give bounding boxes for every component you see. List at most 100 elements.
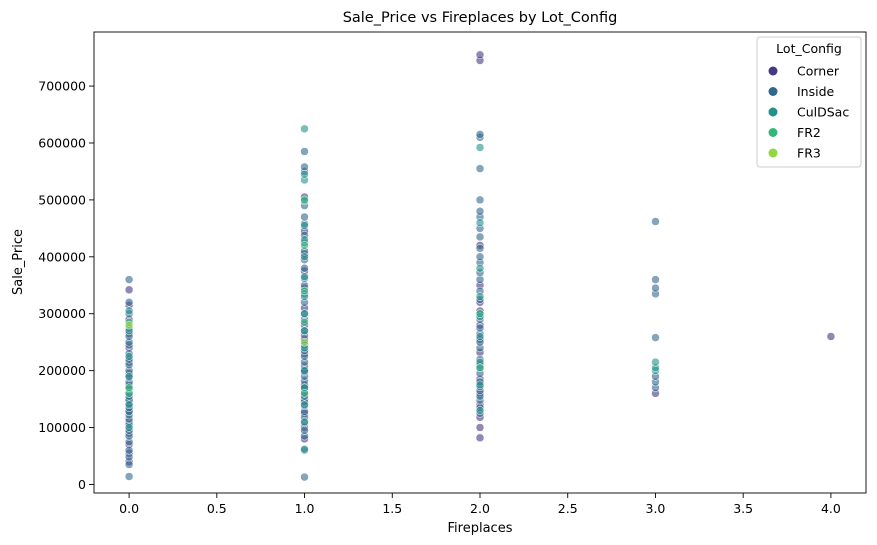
data-point: [300, 147, 309, 156]
data-point: [300, 366, 309, 375]
x-tick-label: 3.5: [733, 501, 753, 516]
data-point: [300, 337, 309, 347]
y-tick-label: 100000: [38, 420, 86, 435]
data-point: [300, 318, 309, 327]
data-point: [300, 444, 309, 454]
legend-marker: [768, 128, 778, 137]
x-tick-label: 3.0: [646, 501, 666, 516]
data-point: [475, 332, 485, 341]
data-point: [475, 50, 485, 60]
data-point: [475, 143, 485, 152]
data-point: [300, 472, 309, 482]
data-point: [300, 162, 309, 172]
data-point: [475, 244, 485, 253]
series-culdsac: [124, 124, 660, 454]
data-point: [124, 383, 134, 392]
y-tick-label: 200000: [38, 363, 86, 378]
data-point: [300, 212, 309, 222]
data-point: [300, 241, 309, 250]
data-point: [124, 372, 134, 381]
legend-marker: [768, 66, 778, 76]
y-tick-label: 0: [78, 477, 86, 492]
legend-label: Inside: [797, 84, 835, 99]
data-point: [300, 272, 309, 281]
data-point: [475, 252, 485, 262]
data-point: [475, 164, 485, 173]
legend-marker: [768, 87, 778, 96]
x-tick-label: 1.5: [382, 501, 402, 516]
data-point: [475, 232, 485, 242]
data-point: [475, 423, 485, 432]
data-point: [124, 472, 134, 481]
data-point: [300, 221, 309, 230]
legend-marker: [768, 148, 778, 158]
data-point: [475, 433, 485, 443]
x-tick-label: 0.5: [207, 501, 227, 516]
y-tick-label: 500000: [38, 192, 86, 207]
y-tick-label: 700000: [38, 79, 86, 94]
data-point: [475, 380, 485, 390]
data-point: [300, 195, 309, 205]
data-point: [300, 400, 309, 410]
data-point: [651, 357, 660, 367]
x-tick-label: 4.0: [821, 501, 841, 516]
data-point: [475, 292, 485, 301]
data-point: [475, 406, 485, 415]
data-point: [124, 275, 134, 284]
x-tick-label: 0.0: [119, 501, 139, 516]
data-point: [124, 306, 134, 316]
data-point: [651, 283, 660, 293]
legend-box: [756, 36, 862, 168]
x-tick-label: 2.0: [470, 501, 490, 516]
y-tick-label: 400000: [38, 249, 86, 264]
data-point: [651, 275, 660, 284]
x-axis: 0.0 0.5 1.0 1.5 2.0 2.5 3.0 3.5 4.0: [119, 493, 841, 516]
legend-label: FR2: [797, 125, 821, 140]
data-point: [651, 217, 660, 226]
data-point: [300, 252, 309, 262]
points-layer: [124, 50, 836, 482]
data-point: [124, 446, 134, 455]
data-point: [300, 124, 309, 134]
data-point: [124, 400, 134, 410]
x-axis-label: Fireplaces: [448, 521, 513, 536]
legend-label: Corner: [797, 64, 840, 79]
series-fr3: [124, 320, 309, 347]
data-point: [300, 263, 309, 273]
data-point: [124, 285, 134, 295]
data-point: [300, 170, 309, 179]
data-point: [475, 207, 485, 216]
data-point: [475, 195, 485, 205]
data-point: [124, 298, 134, 307]
data-point: [124, 460, 134, 469]
y-tick-label: 600000: [38, 135, 86, 150]
x-tick-label: 2.5: [558, 501, 578, 516]
legend-label: CulDSac: [797, 105, 849, 120]
data-point: [475, 130, 485, 139]
data-point: [475, 323, 485, 333]
legend-title: Lot_Config: [776, 41, 842, 56]
legend-marker: [768, 107, 778, 117]
data-point: [475, 263, 485, 273]
data-point: [300, 309, 309, 318]
legend: Lot_Config Corner Inside CulDSac FR2 FR3: [756, 36, 862, 168]
data-point: [124, 352, 134, 361]
data-point: [300, 326, 309, 336]
y-axis: 0 100000 200000 300000 400000 500000 600000 700…: [38, 79, 94, 492]
data-point: [475, 309, 485, 318]
data-point: [300, 286, 309, 296]
data-point: [475, 218, 485, 227]
data-point: [124, 320, 134, 330]
data-point: [300, 426, 309, 435]
y-tick-label: 300000: [38, 306, 86, 321]
y-axis-label: Sale_Price: [11, 229, 26, 295]
data-point: [651, 333, 660, 342]
chart-title: Sale_Price vs Fireplaces by Lot_Config: [343, 10, 618, 26]
data-point: [300, 417, 309, 427]
x-tick-label: 1.0: [295, 501, 315, 516]
data-point: [124, 423, 134, 432]
legend-label: FR3: [797, 146, 821, 161]
data-point: [826, 332, 836, 341]
